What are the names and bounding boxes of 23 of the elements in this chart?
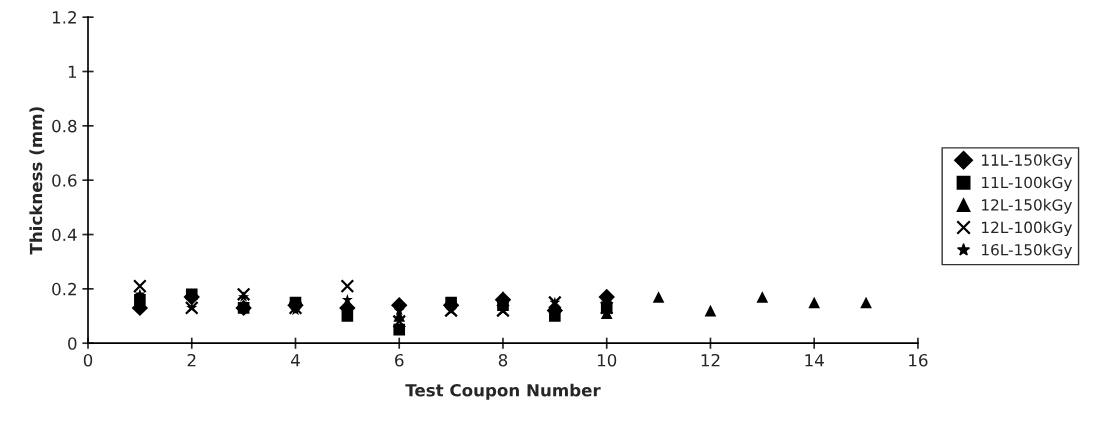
y-tick-label: 0.2 (52, 282, 76, 296)
legend-label: 11L-150kGy (982, 154, 1072, 169)
y-tick-label: 0.8 (52, 119, 77, 133)
x-tick-label: 2 (187, 353, 196, 367)
x-tick-label: 12 (701, 353, 720, 367)
y-tick-label: 0 (68, 337, 77, 350)
legend-label: 11L-100kGy (982, 176, 1072, 192)
x-axis-title: Test Coupon Number (405, 383, 601, 400)
x-tick-label: 8 (498, 353, 508, 367)
x-tick-label: 6 (395, 353, 404, 367)
y-tick-label: 1.2 (52, 11, 76, 24)
y-tick-label: 0.6 (52, 174, 77, 187)
x-tick-label: 0 (83, 353, 93, 367)
y-tick-label: 0.4 (52, 228, 77, 242)
y-axis-title: Thickness (mm) (29, 107, 45, 255)
legend-label: 12L-150kGy (982, 198, 1072, 214)
x-tick-label: 4 (291, 354, 300, 367)
y-tick-label: 1 (68, 65, 77, 78)
x-tick-label: 14 (805, 354, 824, 367)
x-tick-label: 10 (597, 353, 617, 367)
legend-label: 12L-100kGy (982, 221, 1072, 237)
legend-label: 16L-150kGy (982, 243, 1072, 259)
x-tick-label: 16 (909, 353, 928, 367)
